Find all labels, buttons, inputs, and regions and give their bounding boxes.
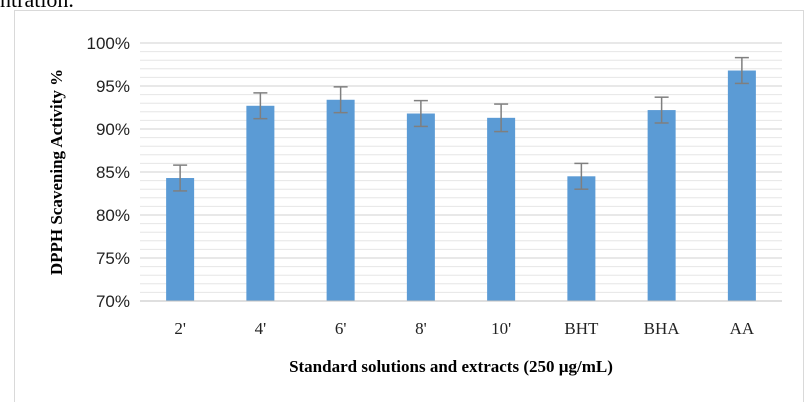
y-tick-label: 90% <box>96 120 130 139</box>
y-tick-label: 70% <box>96 292 130 311</box>
x-tick-labels: 2' 4' 6' 8' 10' BHT BHA AA <box>174 319 755 338</box>
bar <box>166 178 195 301</box>
y-tick-label: 75% <box>96 249 130 268</box>
bar <box>487 117 516 301</box>
x-tick-label: BHA <box>644 319 681 338</box>
x-tick-label: BHT <box>564 319 599 338</box>
x-axis-title: Standard solutions and extracts (250 µg/… <box>289 357 613 376</box>
x-tick-label: 6' <box>335 319 347 338</box>
gridlines <box>140 42 782 293</box>
error-bars <box>173 56 749 192</box>
caption-fragment: ntration. <box>0 0 74 13</box>
x-tick-label: 10' <box>491 319 511 338</box>
y-axis-title: DPPH Scavening Activity % <box>47 69 66 275</box>
y-tick-label: 85% <box>96 163 130 182</box>
bar <box>567 176 596 301</box>
x-tick-label: 4' <box>255 319 267 338</box>
bar <box>647 110 676 301</box>
y-tick-labels: 70% 75% 80% 85% 90% 95% 100% <box>87 34 130 311</box>
x-tick-label: 8' <box>415 319 427 338</box>
x-tick-label: AA <box>730 319 755 338</box>
y-tick-label: 95% <box>96 77 130 96</box>
y-tick-label: 80% <box>96 206 130 225</box>
bar <box>727 70 756 302</box>
x-tick-label: 2' <box>174 319 186 338</box>
bars <box>166 70 756 302</box>
bar <box>246 105 275 301</box>
y-tick-label: 100% <box>87 34 130 53</box>
bar <box>406 113 435 302</box>
chart-frame <box>14 10 804 402</box>
bar <box>326 99 355 301</box>
